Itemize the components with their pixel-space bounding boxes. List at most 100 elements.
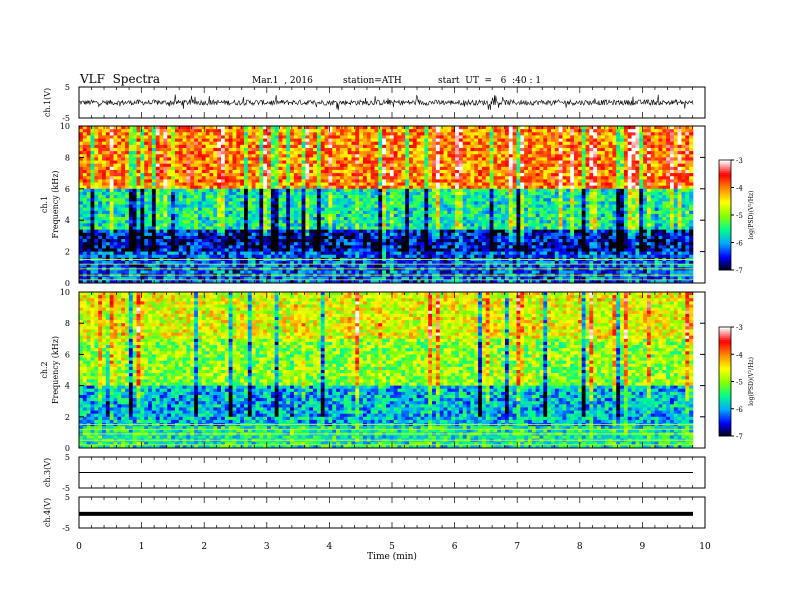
ch1-spectrogram-cell bbox=[251, 188, 256, 193]
ch1-spectrogram-cell bbox=[389, 191, 394, 196]
ch1-spectrogram-cell bbox=[109, 217, 114, 221]
ch1-spectrogram-cell bbox=[167, 217, 172, 221]
ch1-spectrogram-cell bbox=[217, 147, 222, 152]
ch1-spectrogram-cell bbox=[267, 217, 272, 221]
ch1-spectrogram-cell bbox=[186, 132, 191, 136]
ch1-spectrogram-cell bbox=[432, 132, 437, 136]
ch1-spectrogram-cell bbox=[432, 129, 437, 133]
ch1-spectrogram-cell bbox=[82, 151, 87, 155]
ch1-spectrogram-cell bbox=[320, 213, 325, 218]
ch1-spectrogram-cell bbox=[224, 173, 229, 177]
ch1-spectrogram-cell bbox=[151, 144, 157, 149]
ch1-spectrogram-cell bbox=[209, 182, 214, 186]
ch1-spectrogram-cell bbox=[144, 135, 149, 139]
ch1-spectrogram-cell bbox=[343, 204, 348, 208]
ch1-spectrogram-cell bbox=[217, 261, 222, 265]
ch1-spectrogram-cell bbox=[251, 163, 256, 168]
ch1-spectrogram-cell bbox=[228, 166, 233, 171]
ch1-spectrogram-cell bbox=[386, 242, 391, 246]
ch1-spectrogram-cell bbox=[362, 157, 368, 161]
ch1-spectrogram-cell bbox=[401, 141, 406, 146]
ch1-spectrogram-cell bbox=[128, 270, 134, 274]
ch1-spectrogram-cell bbox=[332, 182, 337, 186]
ch1-spectrogram-cell bbox=[220, 185, 226, 190]
ch1-spectrogram-cell bbox=[382, 195, 387, 199]
ch1-spectrogram-cell bbox=[282, 239, 287, 243]
ch1-spectrogram-cell bbox=[412, 176, 417, 180]
ch1-spectrogram-cell bbox=[362, 151, 368, 155]
ch1-spectrogram-cell bbox=[428, 160, 433, 164]
ch1-spectrogram-cell bbox=[102, 157, 107, 161]
ch1-spectrogram-cell bbox=[255, 176, 260, 180]
ch1-spectrogram-cell bbox=[324, 176, 329, 180]
ch1-spectrogram-cell bbox=[167, 261, 172, 265]
ch1-spectrogram-cell bbox=[128, 201, 134, 205]
ch1-spectrogram-cell bbox=[416, 254, 421, 259]
ch1-spectrogram-cell bbox=[332, 254, 337, 259]
ch1-spectrogram-cell bbox=[389, 154, 394, 158]
ch1-spectrogram-cell bbox=[428, 229, 433, 234]
ch1-spectrogram-cell bbox=[309, 232, 314, 237]
ch1-spectrogram-cell bbox=[389, 213, 394, 218]
ch1-spectrogram-cell bbox=[209, 261, 214, 265]
ch1-spectrogram-cell bbox=[439, 254, 444, 259]
ch1-spectrogram-cell bbox=[102, 166, 107, 171]
ch1-spectrogram-cell bbox=[447, 160, 452, 164]
ch1-spectrogram-cell bbox=[163, 254, 168, 259]
ch1-spectrogram-cell bbox=[167, 132, 172, 136]
ch1-spectrogram-cell bbox=[144, 264, 149, 268]
ch1-spectrogram-cell bbox=[105, 217, 110, 221]
ch1-spectrogram-cell bbox=[155, 198, 160, 202]
ch1-spectrogram-cell bbox=[224, 151, 229, 155]
ch1-spectrogram-cell bbox=[94, 270, 99, 274]
ch1-spectrogram-cell bbox=[386, 279, 391, 284]
ch1-spectrogram-cell bbox=[251, 185, 256, 190]
ch1-spectrogram-cell bbox=[290, 239, 295, 243]
ch1-spectrogram-cell bbox=[117, 195, 122, 199]
ch1-spectrogram-cell bbox=[132, 160, 137, 164]
ch1-spectrogram-cell bbox=[209, 248, 214, 252]
ch1-spectrogram-cell bbox=[332, 213, 337, 218]
ch1-spectrogram-cell bbox=[178, 147, 183, 152]
ch1-spectrogram-cell bbox=[382, 207, 387, 212]
ch1-spectrogram-cell bbox=[386, 188, 391, 193]
ch1-spectrogram-cell bbox=[121, 232, 126, 237]
ch1-spectrogram-cell bbox=[79, 147, 84, 152]
ch1-spectrogram-cell bbox=[244, 232, 249, 237]
ch1-spectrogram-cell bbox=[382, 179, 387, 183]
ch1-spectrogram-cell bbox=[148, 248, 153, 252]
ch1-spectrogram-cell bbox=[263, 245, 268, 249]
ch1-spectrogram-cell bbox=[424, 279, 429, 284]
ch1-spectrogram-cell bbox=[128, 176, 134, 180]
ch1-spectrogram-cell bbox=[397, 169, 402, 174]
ch1-spectrogram-cell bbox=[270, 166, 276, 171]
ch1-spectrogram-cell bbox=[424, 176, 429, 180]
ch1-spectrogram-cell bbox=[148, 229, 153, 234]
ch1-spectrogram-cell bbox=[98, 157, 103, 161]
ch1-spectrogram-cell bbox=[412, 276, 417, 281]
ch1-spectrogram-cell bbox=[336, 223, 341, 227]
ch1-spectrogram-cell bbox=[336, 173, 341, 177]
ch1-spectrogram-cell bbox=[397, 232, 402, 237]
ch1-spectrogram-cell bbox=[409, 147, 414, 152]
ch1-spectrogram-cell bbox=[247, 198, 252, 202]
ch1-spectrogram-cell bbox=[197, 173, 203, 177]
ch1-spectrogram-cell bbox=[255, 204, 260, 208]
ch1-spectrogram-cell bbox=[140, 195, 145, 199]
ch1-spectrogram-cell bbox=[178, 229, 183, 234]
ch1-spectrogram-cell bbox=[105, 160, 110, 164]
ch1-spectrogram-cell bbox=[397, 151, 402, 155]
ch1-spectrogram-cell bbox=[190, 135, 195, 139]
ch1-spectrogram-cell bbox=[374, 276, 379, 281]
ch1-spectrogram-cell bbox=[171, 213, 176, 218]
ch1-spectrogram-cell bbox=[328, 129, 333, 133]
ch1-spectrogram-cell bbox=[339, 179, 345, 183]
ch1-spectrogram-cell bbox=[155, 169, 160, 174]
ch1-spectrogram-cell bbox=[148, 264, 153, 268]
ch1-spectrogram-cell bbox=[136, 251, 141, 256]
ch1-spectrogram-cell bbox=[374, 135, 379, 139]
ch1-spectrogram-cell bbox=[128, 147, 134, 152]
ch1-spectrogram-cell bbox=[297, 261, 302, 265]
ch1-spectrogram-cell bbox=[424, 264, 429, 268]
